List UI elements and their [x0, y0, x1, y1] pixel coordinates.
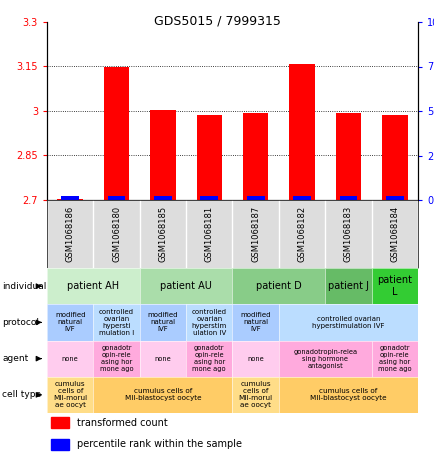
Text: none: none [62, 356, 79, 361]
Text: controlled
ovarian
hyperstim
ulation IV: controlled ovarian hyperstim ulation IV [191, 309, 227, 336]
Bar [200, 197, 218, 200]
Text: patient J: patient J [327, 281, 368, 291]
Bar [154, 197, 171, 200]
Text: individual: individual [2, 282, 46, 291]
Text: gonadotr
opin-rele
asing hor
mone ago: gonadotr opin-rele asing hor mone ago [377, 345, 411, 372]
Text: modified
natural
IVF: modified natural IVF [148, 313, 178, 333]
Text: cumulus
cells of
MII-morul
ae oocyt: cumulus cells of MII-morul ae oocyt [238, 381, 272, 408]
Bar [104, 67, 129, 200]
Text: controlled
ovarian
hypersti
mulation I: controlled ovarian hypersti mulation I [99, 309, 134, 336]
Text: cumulus
cells of
MII-morul
ae oocyt: cumulus cells of MII-morul ae oocyt [53, 381, 87, 408]
Text: patient
L: patient L [376, 275, 411, 297]
Bar [289, 63, 314, 200]
Text: patient AU: patient AU [160, 281, 212, 291]
Bar [246, 197, 264, 200]
Text: GSM1068181: GSM1068181 [204, 206, 214, 262]
Text: gonadotr
opin-rele
asing hor
mone ago: gonadotr opin-rele asing hor mone ago [192, 345, 226, 372]
Text: agent: agent [2, 354, 29, 363]
Text: transformed count: transformed count [76, 418, 167, 428]
Text: protocol: protocol [2, 318, 39, 327]
Bar [335, 113, 360, 200]
Bar [339, 197, 357, 200]
Bar [61, 197, 79, 200]
Bar [293, 197, 310, 200]
Bar [381, 115, 407, 200]
Text: controlled ovarian
hyperstimulation IVF: controlled ovarian hyperstimulation IVF [312, 316, 384, 329]
Text: GSM1068182: GSM1068182 [297, 206, 306, 262]
Bar [51, 417, 69, 428]
Bar [150, 110, 175, 200]
Text: GDS5015 / 7999315: GDS5015 / 7999315 [154, 14, 280, 27]
Text: cumulus cells of
MII-blastocyst oocyte: cumulus cells of MII-blastocyst oocyte [124, 388, 201, 401]
Text: GSM1068180: GSM1068180 [112, 206, 121, 262]
Text: GSM1068185: GSM1068185 [158, 206, 167, 262]
Bar [385, 197, 403, 200]
Bar [57, 199, 83, 200]
Bar [196, 115, 221, 200]
Bar [242, 113, 268, 200]
Text: cumulus cells of
MII-blastocyst oocyte: cumulus cells of MII-blastocyst oocyte [309, 388, 386, 401]
Text: GSM1068184: GSM1068184 [389, 206, 398, 262]
Text: GSM1068186: GSM1068186 [66, 206, 75, 262]
Text: gonadotr
opin-rele
asing hor
mone ago: gonadotr opin-rele asing hor mone ago [99, 345, 133, 372]
Text: none: none [154, 356, 171, 361]
Text: cell type: cell type [2, 390, 41, 400]
Bar [51, 439, 69, 450]
Bar [107, 197, 125, 200]
Text: none: none [247, 356, 263, 361]
Text: percentile rank within the sample: percentile rank within the sample [76, 439, 241, 449]
Text: gonadotropin-relea
sing hormone
antagonist: gonadotropin-relea sing hormone antagoni… [293, 349, 356, 369]
Text: patient D: patient D [256, 281, 301, 291]
Text: GSM1068183: GSM1068183 [343, 206, 352, 262]
Text: modified
natural
IVF: modified natural IVF [240, 313, 270, 333]
Text: modified
natural
IVF: modified natural IVF [55, 313, 85, 333]
Text: GSM1068187: GSM1068187 [250, 206, 260, 262]
Text: patient AH: patient AH [67, 281, 119, 291]
